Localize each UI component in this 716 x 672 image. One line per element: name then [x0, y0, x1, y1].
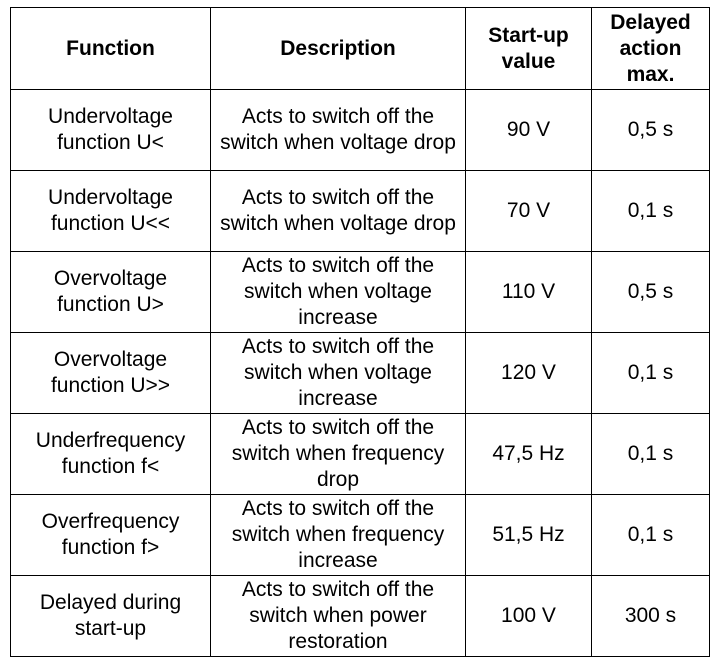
cell-description: Acts to switch off the switch when volta… [210, 332, 466, 414]
table-header-row: Function Description Start-up value Dela… [10, 7, 710, 90]
cell-function: Underfrequency function f< [10, 413, 211, 495]
table-row: Undervoltage function U< Acts to switch … [10, 89, 710, 171]
header-description: Description [210, 7, 466, 90]
cell-function: Overfrequency function f> [10, 494, 211, 576]
header-delayed-action: Delayed action max. [591, 7, 710, 90]
table-row: Delayed during start-up Acts to switch o… [10, 575, 710, 657]
cell-description: Acts to switch off the switch when frequ… [210, 413, 466, 495]
cell-startup-value: 120 V [465, 332, 592, 414]
protection-functions-table: Function Description Start-up value Dela… [10, 7, 710, 657]
cell-startup-value: 100 V [465, 575, 592, 657]
cell-delayed-action: 0,5 s [591, 89, 710, 171]
cell-description: Acts to switch off the switch when frequ… [210, 494, 466, 576]
cell-delayed-action: 0,1 s [591, 332, 710, 414]
cell-delayed-action: 0,5 s [591, 251, 710, 333]
header-startup-value: Start-up value [465, 7, 592, 90]
cell-delayed-action: 0,1 s [591, 413, 710, 495]
cell-description: Acts to switch off the switch when volta… [210, 170, 466, 252]
cell-function: Undervoltage function U< [10, 89, 211, 171]
cell-delayed-action: 0,1 s [591, 494, 710, 576]
cell-function: Overvoltage function U>> [10, 332, 211, 414]
cell-startup-value: 110 V [465, 251, 592, 333]
cell-startup-value: 70 V [465, 170, 592, 252]
cell-startup-value: 47,5 Hz [465, 413, 592, 495]
table-row: Overfrequency function f> Acts to switch… [10, 494, 710, 576]
cell-description: Acts to switch off the switch when volta… [210, 251, 466, 333]
cell-function: Delayed during start-up [10, 575, 211, 657]
header-function: Function [10, 7, 211, 90]
cell-description: Acts to switch off the switch when power… [210, 575, 466, 657]
cell-startup-value: 90 V [465, 89, 592, 171]
table-row: Undervoltage function U<< Acts to switch… [10, 170, 710, 252]
cell-function: Overvoltage function U> [10, 251, 211, 333]
cell-delayed-action: 300 s [591, 575, 710, 657]
table-row: Underfrequency function f< Acts to switc… [10, 413, 710, 495]
cell-delayed-action: 0,1 s [591, 170, 710, 252]
cell-startup-value: 51,5 Hz [465, 494, 592, 576]
table-row: Overvoltage function U>> Acts to switch … [10, 332, 710, 414]
cell-description: Acts to switch off the switch when volta… [210, 89, 466, 171]
table-row: Overvoltage function U> Acts to switch o… [10, 251, 710, 333]
cell-function: Undervoltage function U<< [10, 170, 211, 252]
